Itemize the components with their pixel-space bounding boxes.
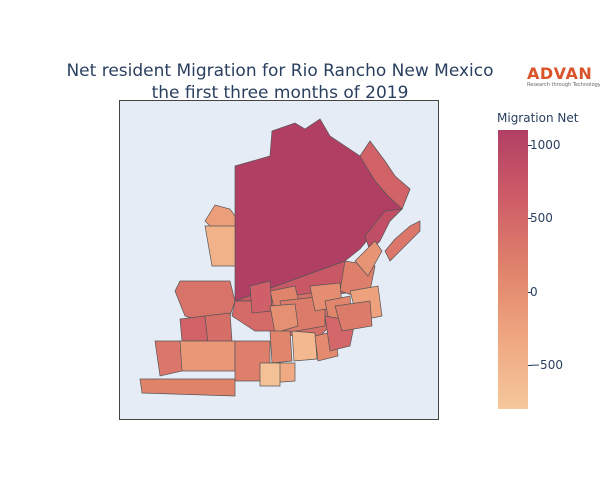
colorbar-tick-label: 500 xyxy=(530,211,553,226)
advan-logo: ADVAN Research through Technology xyxy=(527,64,600,89)
colorbar-title: Migration Net xyxy=(497,111,579,125)
colorbar-tick-mark xyxy=(528,364,532,366)
map-region[interactable] xyxy=(259,362,281,387)
map-region[interactable] xyxy=(204,312,233,344)
chart-title: Net resident Migration for Rio Rancho Ne… xyxy=(40,60,520,104)
colorbar xyxy=(498,130,528,409)
map-region[interactable] xyxy=(204,225,236,267)
map-region[interactable] xyxy=(269,303,299,334)
colorbar-tick-label: 0 xyxy=(530,284,538,299)
title-line-1: Net resident Migration for Rio Rancho Ne… xyxy=(66,61,494,81)
colorbar-tick-mark xyxy=(528,291,532,293)
map-region[interactable] xyxy=(269,330,293,364)
colorbar-tick-label: −500 xyxy=(530,357,563,372)
map-region[interactable] xyxy=(364,208,403,252)
map-region[interactable] xyxy=(249,280,273,314)
map-region[interactable] xyxy=(154,340,183,377)
colorbar-tick-mark xyxy=(528,218,532,220)
map-region[interactable] xyxy=(179,340,236,372)
map-svg xyxy=(139,118,421,397)
map-region[interactable] xyxy=(139,378,236,397)
colorbar-tick-label: 1000 xyxy=(530,137,561,152)
choropleth-map[interactable] xyxy=(119,100,439,420)
map-region[interactable] xyxy=(334,300,373,332)
colorbar-tick-mark xyxy=(528,144,532,146)
map-region[interactable] xyxy=(384,220,421,262)
logo-name: ADVAN xyxy=(527,64,593,83)
map-region[interactable] xyxy=(354,240,383,277)
map-region[interactable] xyxy=(359,140,411,210)
logo-tagline: Research through Technology xyxy=(527,82,600,88)
map-region[interactable] xyxy=(291,330,318,362)
map-region[interactable] xyxy=(179,315,209,342)
title-line-2: the first three months of 2019 xyxy=(151,83,409,103)
